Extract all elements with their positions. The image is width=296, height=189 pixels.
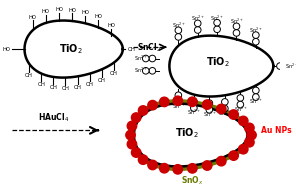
- Circle shape: [214, 19, 221, 26]
- Circle shape: [206, 100, 213, 106]
- Text: Sn$^{2+}$: Sn$^{2+}$: [230, 17, 243, 26]
- Circle shape: [217, 104, 226, 114]
- Text: Sn$^{2+}$: Sn$^{2+}$: [249, 97, 263, 106]
- Circle shape: [245, 123, 254, 133]
- Text: HO: HO: [107, 23, 115, 28]
- Text: Sn$^{2+}$: Sn$^{2+}$: [172, 102, 185, 111]
- Polygon shape: [134, 104, 247, 167]
- Text: HO: HO: [2, 46, 10, 52]
- Circle shape: [188, 164, 197, 173]
- Text: Sn$^{2+}$: Sn$^{2+}$: [202, 110, 216, 119]
- Circle shape: [127, 121, 137, 131]
- Text: OH: OH: [25, 73, 33, 77]
- Circle shape: [239, 144, 248, 154]
- Text: OH: OH: [62, 86, 70, 91]
- Circle shape: [252, 38, 259, 45]
- Text: OH: OH: [74, 85, 82, 90]
- Circle shape: [175, 92, 182, 99]
- Text: HO: HO: [81, 10, 89, 15]
- Text: Sn$^{2+}$: Sn$^{2+}$: [134, 54, 148, 63]
- Text: HO: HO: [94, 15, 102, 19]
- Circle shape: [138, 106, 148, 115]
- Polygon shape: [130, 100, 252, 170]
- Circle shape: [237, 101, 244, 108]
- Text: Sn$^{2+}$: Sn$^{2+}$: [249, 26, 263, 35]
- Circle shape: [131, 148, 141, 157]
- Circle shape: [142, 67, 149, 74]
- Circle shape: [245, 138, 254, 147]
- Circle shape: [277, 63, 283, 69]
- Circle shape: [149, 67, 156, 74]
- Circle shape: [217, 156, 226, 166]
- Circle shape: [191, 105, 197, 111]
- Text: Sn$^{2+}$: Sn$^{2+}$: [191, 14, 205, 23]
- Circle shape: [229, 151, 238, 160]
- Circle shape: [142, 55, 149, 62]
- Circle shape: [283, 63, 290, 69]
- Polygon shape: [25, 21, 123, 78]
- Text: HO: HO: [29, 15, 37, 19]
- Text: Sn$^{2+}$: Sn$^{2+}$: [210, 13, 224, 23]
- Text: HO: HO: [42, 9, 50, 14]
- Circle shape: [194, 20, 201, 27]
- Text: HO: HO: [68, 8, 76, 12]
- Circle shape: [237, 95, 244, 101]
- Circle shape: [202, 161, 212, 170]
- Circle shape: [191, 98, 197, 105]
- Text: TiO$_2$: TiO$_2$: [206, 55, 230, 69]
- Circle shape: [229, 110, 238, 119]
- Text: OH: OH: [86, 82, 94, 87]
- Text: TiO$_2$: TiO$_2$: [59, 42, 83, 56]
- Circle shape: [188, 97, 197, 107]
- Text: Sn$^{2+}$: Sn$^{2+}$: [134, 66, 148, 75]
- Text: TiO$_2$: TiO$_2$: [175, 126, 199, 140]
- Text: OH: OH: [98, 78, 106, 83]
- Text: Sn$^{2+}$: Sn$^{2+}$: [218, 109, 232, 118]
- Text: HO: HO: [55, 7, 63, 12]
- Text: Sn$^{2+}$: Sn$^{2+}$: [234, 105, 247, 114]
- Circle shape: [173, 96, 183, 105]
- Circle shape: [173, 165, 183, 174]
- Circle shape: [247, 130, 256, 140]
- Circle shape: [148, 160, 157, 170]
- Text: Sn$^{2+}$: Sn$^{2+}$: [172, 21, 185, 30]
- Circle shape: [202, 100, 212, 109]
- Text: Au NPs: Au NPs: [260, 126, 291, 135]
- Polygon shape: [169, 36, 273, 97]
- Circle shape: [149, 55, 156, 62]
- Circle shape: [127, 139, 137, 149]
- Text: HAuCl$_4$: HAuCl$_4$: [38, 111, 69, 124]
- Text: OH: OH: [127, 46, 135, 52]
- Text: Sn$^{2+}$: Sn$^{2+}$: [187, 108, 201, 117]
- Circle shape: [131, 113, 141, 122]
- Circle shape: [206, 106, 213, 113]
- Circle shape: [175, 99, 182, 105]
- Circle shape: [252, 87, 259, 94]
- Circle shape: [160, 163, 169, 173]
- Circle shape: [138, 155, 148, 164]
- Circle shape: [221, 105, 228, 112]
- Circle shape: [252, 32, 259, 38]
- Text: SnO$_x$: SnO$_x$: [181, 175, 204, 187]
- Text: OH: OH: [37, 82, 45, 87]
- Circle shape: [221, 99, 228, 105]
- Circle shape: [160, 97, 169, 107]
- Text: Sn$^{2+}$: Sn$^{2+}$: [284, 61, 296, 71]
- Circle shape: [175, 34, 182, 40]
- Circle shape: [233, 23, 240, 30]
- Circle shape: [126, 130, 135, 140]
- Circle shape: [239, 116, 248, 126]
- Circle shape: [233, 30, 240, 36]
- Text: OH: OH: [49, 85, 57, 91]
- Text: OH: OH: [110, 71, 118, 76]
- Circle shape: [175, 27, 182, 34]
- Text: SnCl$_2$: SnCl$_2$: [137, 41, 161, 54]
- Circle shape: [194, 27, 201, 33]
- Circle shape: [252, 94, 259, 100]
- Circle shape: [214, 26, 221, 33]
- Circle shape: [148, 100, 157, 110]
